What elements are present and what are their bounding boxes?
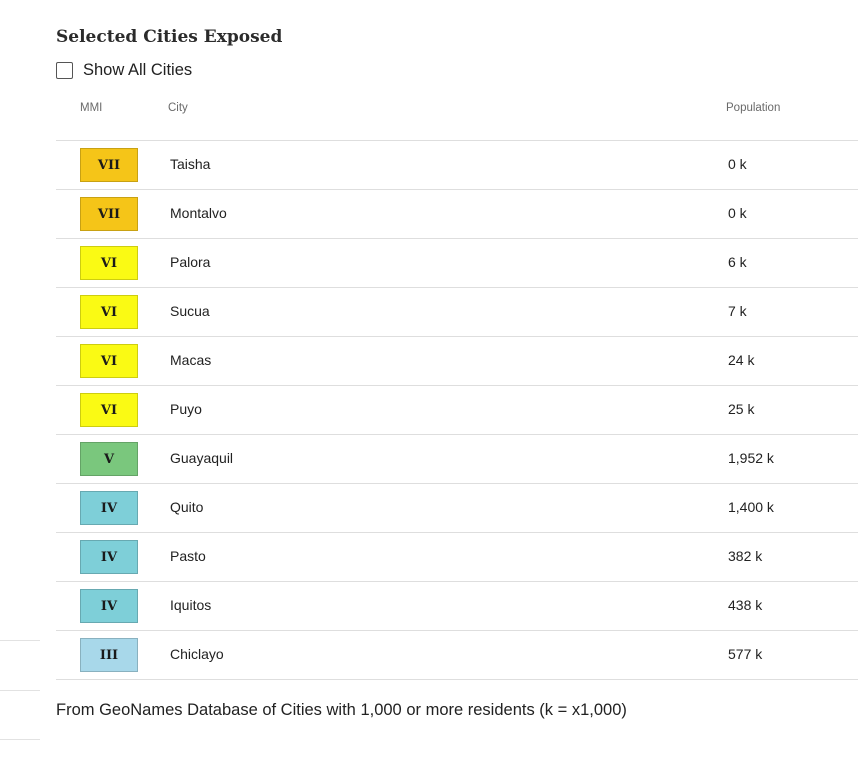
city-population: 1,952 k — [728, 450, 774, 466]
city-population: 7 k — [728, 303, 747, 319]
table-row: VI Puyo 25 k — [56, 386, 858, 435]
city-population: 382 k — [728, 548, 763, 564]
table-row: IV Iquitos 438 k — [56, 582, 858, 631]
header-population: Population — [726, 102, 781, 114]
city-population: 1,400 k — [728, 499, 774, 515]
table-row: V Guayaquil 1,952 k — [56, 435, 858, 484]
city-name: Puyo — [170, 401, 202, 417]
city-population: 0 k — [728, 205, 747, 221]
table-row: IV Quito 1,400 k — [56, 484, 858, 533]
source-footnote: From GeoNames Database of Cities with 1,… — [56, 701, 627, 719]
table-header: MMI City Population — [56, 86, 858, 141]
city-population: 24 k — [728, 352, 755, 368]
city-name: Pasto — [170, 548, 206, 564]
show-all-cities-toggle[interactable]: Show All Cities — [56, 56, 858, 84]
mmi-badge: VI — [80, 393, 138, 427]
city-population: 438 k — [728, 597, 763, 613]
show-all-cities-checkbox[interactable] — [56, 61, 73, 79]
mmi-badge: VII — [80, 197, 138, 231]
city-name: Quito — [170, 499, 204, 515]
mmi-badge: VI — [80, 295, 138, 329]
city-name: Palora — [170, 254, 211, 270]
mmi-badge: V — [80, 442, 138, 476]
table-row: IV Pasto 382 k — [56, 533, 858, 582]
mmi-badge: VI — [80, 246, 138, 280]
city-name: Macas — [170, 352, 212, 368]
left-panel-divider-3 — [0, 739, 40, 740]
mmi-badge: III — [80, 638, 138, 672]
city-population: 6 k — [728, 254, 747, 270]
city-name: Taisha — [170, 156, 211, 172]
cities-table: MMI City Population VII Taisha 0 k VII Monta… — [56, 86, 858, 680]
show-all-cities-label[interactable]: Show All Cities — [83, 60, 193, 79]
table-row: VI Sucua 7 k — [56, 288, 858, 337]
table-row: III Chiclayo 577 k — [56, 631, 858, 680]
header-city: City — [168, 102, 188, 114]
header-mmi: MMI — [80, 102, 103, 114]
mmi-badge: VII — [80, 148, 138, 182]
mmi-badge: IV — [80, 540, 138, 574]
table-row: VI Palora 6 k — [56, 239, 858, 288]
mmi-badge: IV — [80, 491, 138, 525]
mmi-badge: IV — [80, 589, 138, 623]
left-panel-divider-2 — [0, 690, 40, 691]
left-panel-divider-1 — [0, 640, 40, 641]
table-row: VII Taisha 0 k — [56, 141, 858, 190]
section-title: Selected Cities Exposed — [56, 27, 283, 47]
city-name: Iquitos — [170, 597, 212, 613]
table-row: VI Macas 24 k — [56, 337, 858, 386]
city-name: Guayaquil — [170, 450, 234, 466]
city-name: Montalvo — [170, 205, 227, 221]
mmi-badge: VI — [80, 344, 138, 378]
city-population: 577 k — [728, 646, 763, 662]
city-name: Chiclayo — [170, 646, 224, 662]
selected-cities-panel: Selected Cities Exposed Show All Cities … — [56, 24, 858, 720]
city-population: 25 k — [728, 401, 755, 417]
table-row: VII Montalvo 0 k — [56, 190, 858, 239]
table-body: VII Taisha 0 k VII Montalvo 0 k VI Palora 6 k VI S… — [56, 141, 858, 680]
city-population: 0 k — [728, 156, 747, 172]
city-name: Sucua — [170, 303, 210, 319]
